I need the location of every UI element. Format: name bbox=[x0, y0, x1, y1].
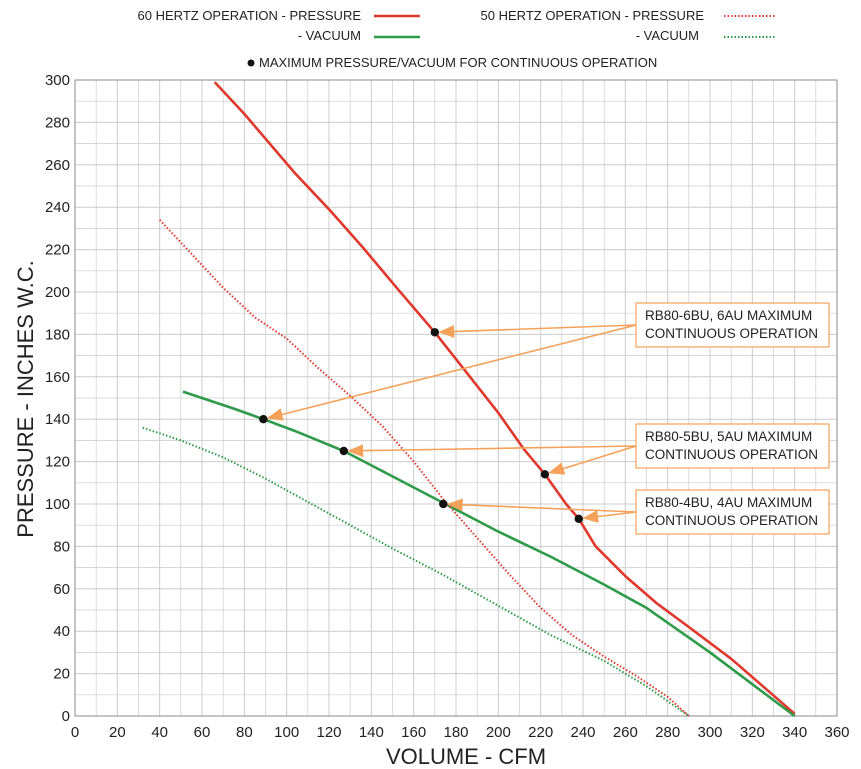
y-tick-label: 80 bbox=[53, 538, 70, 555]
y-tick-label: 20 bbox=[53, 666, 70, 683]
legend-50hz-vacuum-label: - VACUUM bbox=[636, 28, 699, 43]
axes bbox=[74, 79, 838, 717]
annotations: RB80-6BU, 6AU MAXIMUM CONTINUOUS OPERATIO… bbox=[635, 302, 830, 535]
annotation-text: RB80-5BU, 5AU MAXIMUM bbox=[645, 429, 812, 444]
y-tick-label: 60 bbox=[53, 581, 70, 598]
series-line-hz50-pressure bbox=[158, 219, 690, 717]
x-tick-label: 240 bbox=[570, 724, 595, 741]
x-tick-label: 200 bbox=[486, 724, 511, 741]
plot-frame bbox=[74, 79, 838, 717]
y-tick-label: 100 bbox=[45, 496, 70, 513]
y-tick-label: 260 bbox=[45, 157, 70, 174]
grid bbox=[74, 79, 838, 717]
max-point-marker bbox=[259, 415, 268, 424]
legend-50hz-pressure-label: 50 HERTZ OPERATION - PRESSURE bbox=[481, 8, 705, 23]
y-tick-label: 220 bbox=[45, 242, 70, 259]
series-line-hz50-vacuum bbox=[142, 426, 690, 717]
legend: 60 HERTZ OPERATION - PRESSURE - VACUUM 5… bbox=[138, 8, 776, 70]
max-points bbox=[259, 328, 583, 524]
max-point-marker bbox=[540, 470, 550, 479]
y-axis-title: PRESSURE - INCHES W.C. bbox=[13, 260, 38, 537]
x-tick-label: 60 bbox=[194, 724, 211, 741]
max-point-marker bbox=[439, 499, 448, 509]
y-tick-labels: 0 20 40 60 80 100 120 140 160 180 200 220 240 260 280 3… bbox=[45, 72, 70, 725]
y-tick-label: 180 bbox=[45, 326, 70, 343]
annotation-box bbox=[635, 302, 830, 348]
x-tick-label: 360 bbox=[824, 724, 849, 741]
x-tick-label: 220 bbox=[528, 724, 553, 741]
x-tick-label: 120 bbox=[316, 724, 341, 741]
annotation-arrow bbox=[582, 510, 637, 523]
x-tick-label: 320 bbox=[740, 724, 765, 741]
legend-max-point-label: MAXIMUM PRESSURE/VACUUM FOR CONTINUOUS O… bbox=[259, 55, 657, 70]
x-tick-label: 140 bbox=[359, 724, 384, 741]
legend-60hz-pressure-label: 60 HERTZ OPERATION - PRESSURE bbox=[138, 8, 362, 23]
y-tick-label: 200 bbox=[45, 284, 70, 301]
y-tick-label: 160 bbox=[45, 369, 70, 386]
x-tick-label: 40 bbox=[151, 724, 168, 741]
y-tick-label: 300 bbox=[45, 72, 70, 89]
annotation-box bbox=[635, 489, 830, 535]
annotation-text: CONTINUOUS OPERATION bbox=[645, 513, 818, 528]
x-tick-label: 20 bbox=[109, 724, 126, 741]
legend-max-point-marker bbox=[247, 59, 255, 67]
y-tick-label: 140 bbox=[45, 411, 70, 428]
x-tick-labels: 0 20 40 60 80 100 120 140 160 180 200 220 240 260 280 3… bbox=[71, 724, 850, 741]
annotation-arrow bbox=[446, 498, 637, 513]
annotation-arrow bbox=[438, 324, 637, 338]
annotation-text: CONTINUOUS OPERATION bbox=[645, 326, 818, 341]
series-line-hz60-pressure bbox=[213, 81, 796, 715]
max-point-marker bbox=[339, 446, 349, 456]
max-point-marker bbox=[574, 514, 583, 524]
annotation-arrow bbox=[548, 445, 637, 475]
annotation-box bbox=[635, 423, 830, 469]
y-tick-label: 240 bbox=[45, 199, 70, 216]
x-tick-label: 80 bbox=[236, 724, 253, 741]
x-tick-label: 0 bbox=[71, 724, 79, 741]
x-axis-title: VOLUME - CFM bbox=[386, 744, 546, 769]
annotation-text: CONTINUOUS OPERATION bbox=[645, 447, 818, 462]
x-tick-label: 300 bbox=[697, 724, 722, 741]
annotation-arrow bbox=[266, 324, 637, 421]
legend-60hz-vacuum-label: - VACUUM bbox=[298, 28, 361, 43]
max-point-marker bbox=[430, 328, 440, 337]
y-tick-label: 120 bbox=[45, 454, 70, 471]
x-tick-label: 260 bbox=[613, 724, 638, 741]
annotation-text: RB80-4BU, 4AU MAXIMUM bbox=[645, 495, 812, 510]
data-series bbox=[142, 81, 796, 718]
x-tick-label: 340 bbox=[782, 724, 807, 741]
annotation-arrow bbox=[347, 444, 637, 458]
x-tick-label: 100 bbox=[274, 724, 299, 741]
y-tick-label: 280 bbox=[45, 114, 70, 131]
annotation-arrows bbox=[266, 324, 637, 523]
y-tick-label: 0 bbox=[62, 708, 70, 725]
x-tick-label: 160 bbox=[401, 724, 426, 741]
x-tick-label: 180 bbox=[443, 724, 468, 741]
y-tick-label: 40 bbox=[53, 623, 70, 640]
x-tick-label: 280 bbox=[655, 724, 680, 741]
annotation-text: RB80-6BU, 6AU MAXIMUM bbox=[645, 308, 812, 323]
